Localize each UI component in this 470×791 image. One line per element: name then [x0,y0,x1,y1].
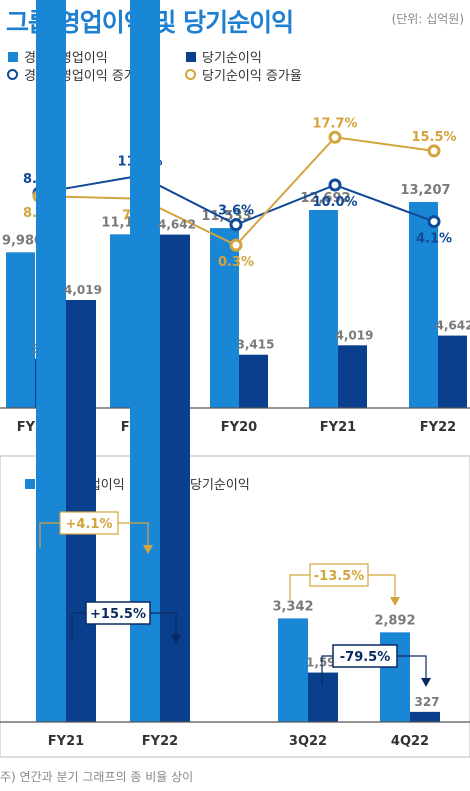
fy-box-op [59,511,119,535]
q-box-net [332,644,398,668]
fy-xtick-FY21: FY21 [48,734,84,749]
legend-op-rate-marker [7,69,18,80]
point-op-rate-FY20 [229,218,243,232]
fy-xtick-FY22: FY22 [142,734,178,749]
bar-op-FY22 [409,201,438,408]
label-op-FY18: 9,980 [2,233,43,248]
fy-bar-net-FY21 [66,300,96,722]
label-net-FY22: 4,642 [436,319,470,333]
fy-box-net [85,601,151,625]
bar-net-FY20 [239,354,268,408]
legend-net: 당기순이익 [186,47,262,66]
point-net-rate-FY21 [328,130,342,144]
label-net-FY20: 3,415 [237,338,275,352]
legend2-op-swatch [25,478,35,489]
xtick-FY22: FY22 [420,420,456,435]
xtick-FY21: FY21 [320,420,356,435]
point-op-rate-FY22 [427,215,441,229]
fy-label-net-FY21: 4,019 [64,283,102,297]
q-arrow-op [390,597,400,606]
legend-op-swatch [8,51,18,62]
bar-net-FY22 [438,335,467,408]
q-bar-net-4Q22 [410,711,440,722]
bar-op-FY21 [309,210,338,408]
footnote: 주) 연간과 분기 그래프의 종 비율 상이 [0,770,194,784]
unit-label: (단위: 십억원) [391,12,464,26]
q-xtick-4Q22: 4Q22 [391,734,429,749]
q-change-net: -79.5% [340,650,391,665]
q-label-net-4Q22: 327 [414,695,439,709]
q-label-op-4Q22: 2,892 [374,613,415,628]
q-xtick-3Q22: 3Q22 [289,734,327,749]
rate-label-net-FY22: 15.5% [411,130,456,145]
bar-net-FY21 [338,345,367,408]
legend-net-rate-marker [185,69,196,80]
rate-label-op-FY22: 4.1% [416,232,452,247]
fy-change-op: +4.1% [66,517,113,532]
label-op-FY22: 13,207 [400,183,450,198]
q-box-op [309,563,369,587]
fy-bar-net-FY22 [160,234,190,722]
q-bar-net-3Q22 [308,672,338,722]
q-change-op: -13.5% [314,569,365,584]
rate-label-net-FY21: 17.7% [312,116,357,131]
fy-bar-op-FY21 [36,0,66,723]
legend-net-label: 당기순이익 [202,51,262,66]
q-bar-op-3Q22 [278,618,308,722]
legend-net-swatch [186,51,196,62]
fy-arrow-op [143,545,153,554]
xtick-FY20: FY20 [221,420,257,435]
rate-label-op-FY21: 10.0% [312,195,357,210]
fy-change-net: +15.5% [90,607,146,622]
legend-net-rate: 당기순이익 증가율 [185,65,302,84]
bar-op-FY18 [6,252,35,408]
point-net-rate-FY20 [229,238,243,252]
legend-net-rate-label: 당기순이익 증가율 [202,69,302,84]
rate-label-op-FY20: 3.6% [218,204,254,219]
legend2-net-label: 당기순이익 [190,478,250,493]
bar-op-FY20 [210,228,239,408]
fy-arrow-net [171,635,181,644]
q-arrow-net [421,678,431,687]
label-net-FY21: 4,019 [336,328,374,342]
point-net-rate-FY22 [427,144,441,158]
fy-label-net-FY22: 4,642 [158,218,196,232]
rate-label-net-FY20: 0.3% [218,255,254,270]
point-op-rate-FY21 [328,178,342,192]
q-label-op-3Q22: 3,342 [272,599,313,614]
